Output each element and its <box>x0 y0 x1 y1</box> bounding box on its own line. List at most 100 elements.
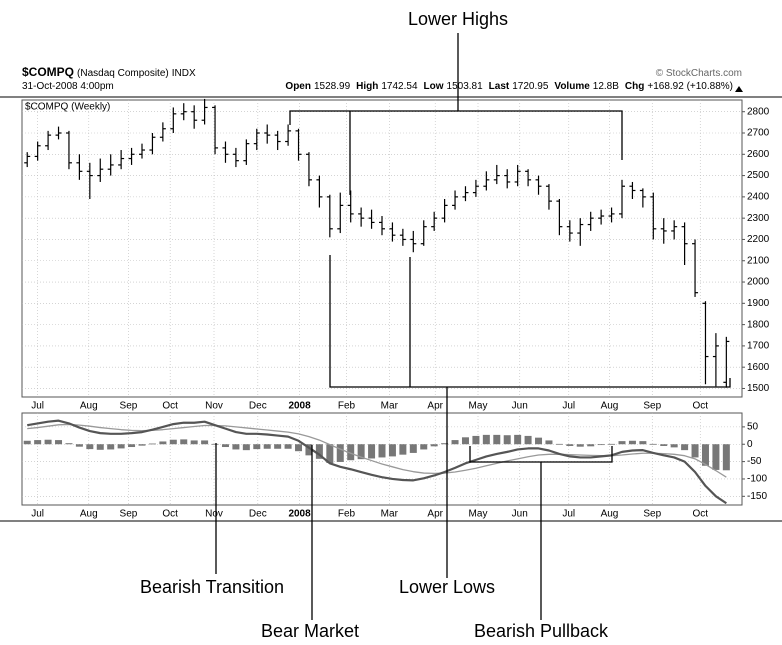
y-tick-label: 2200 <box>747 234 770 245</box>
x-tick-label: Sep <box>643 509 661 520</box>
histogram-bar <box>660 444 668 446</box>
histogram-bar <box>681 444 689 451</box>
y-tick-label: 2700 <box>747 128 770 139</box>
x-tick-label: Dec <box>249 509 267 520</box>
histogram-bar <box>701 444 709 466</box>
y-tick-label: 50 <box>747 422 759 433</box>
stat-value: 1742.54 <box>381 81 418 92</box>
histogram-bar <box>649 443 657 445</box>
histogram-bar <box>420 444 428 450</box>
histogram-bar <box>399 444 407 455</box>
x-tick-label: Apr <box>427 509 443 520</box>
histogram-bar <box>628 440 636 445</box>
histogram-bar <box>555 443 563 445</box>
y-tick-label: 2600 <box>747 149 770 160</box>
histogram-bar <box>34 440 42 445</box>
stat-label: High <box>356 81 378 92</box>
histogram-bar <box>96 444 104 450</box>
y-tick-label: 2500 <box>747 170 770 181</box>
histogram-bar <box>75 444 83 447</box>
x-tick-label: Aug <box>601 401 619 412</box>
histogram-bar <box>597 444 605 446</box>
stat-value: 1503.81 <box>447 81 484 92</box>
stats: Open 1528.99 High 1742.54 Low 1503.81 Last 1720… <box>285 81 733 92</box>
histogram-bar <box>670 444 678 448</box>
histogram-bar <box>315 444 323 459</box>
histogram-bar <box>587 444 595 447</box>
y-tick-label: 1800 <box>747 319 770 330</box>
histogram-bar <box>566 444 574 446</box>
x-tick-label: Feb <box>338 509 356 520</box>
x-tick-label: Oct <box>162 401 178 412</box>
stat-label: Low <box>424 81 444 92</box>
histogram-bar <box>44 439 52 445</box>
histogram-bar <box>274 444 282 449</box>
histogram-bar <box>190 440 198 445</box>
stat-label: Last <box>489 81 510 92</box>
x-tick-label: Jun <box>512 509 528 520</box>
histogram-bar <box>138 444 146 446</box>
histogram-bar <box>128 444 136 448</box>
histogram-bar <box>514 434 522 445</box>
price-panel <box>21 99 743 398</box>
x-tick-label: May <box>469 509 488 520</box>
histogram-bar <box>430 444 438 447</box>
stat-value: 1720.95 <box>512 81 549 92</box>
histogram-bar <box>242 444 250 451</box>
histogram-bar <box>65 443 73 445</box>
histogram-bar <box>221 444 229 448</box>
x-tick-label: 2008 <box>288 509 311 520</box>
macd-panel <box>21 412 743 506</box>
histogram-bar <box>503 435 511 445</box>
histogram-bar <box>722 444 730 471</box>
annotation: Lower Lows <box>399 577 495 597</box>
index-name: (Nasdaq Composite) <box>77 68 169 79</box>
up-arrow <box>735 86 743 92</box>
x-tick-label: Aug <box>601 509 619 520</box>
source: © StockCharts.com <box>656 68 742 79</box>
x-tick-label: Oct <box>692 509 708 520</box>
stat-label: Volume <box>554 81 590 92</box>
histogram-bar <box>409 444 417 453</box>
x-tick-label: Sep <box>643 401 661 412</box>
y-tick-label: 2000 <box>747 277 770 288</box>
histogram-bar <box>461 437 469 445</box>
x-tick-label: Mar <box>381 509 399 520</box>
y-tick-label: 0 <box>747 439 753 450</box>
y-tick-label: 1700 <box>747 341 770 352</box>
lower-highs-callout <box>289 33 623 195</box>
histogram-bar <box>284 444 292 449</box>
histogram-bar <box>263 444 271 449</box>
y-tick-label: 2300 <box>747 213 770 224</box>
y-tick-label: -100 <box>747 474 767 485</box>
histogram-bar <box>148 443 156 445</box>
histogram-bar <box>169 439 177 445</box>
histogram-bar <box>295 444 303 452</box>
stat-value: 12.8B <box>593 81 619 92</box>
y-tick-label: 2800 <box>747 106 770 117</box>
histogram-bar <box>86 444 94 450</box>
histogram-bar <box>107 444 115 450</box>
y-tick-label: 1500 <box>747 383 770 394</box>
histogram-bar <box>712 444 720 470</box>
x-tick-label: Dec <box>249 401 267 412</box>
histogram-bar <box>23 440 31 445</box>
histogram-bar <box>639 441 647 445</box>
histogram-bar <box>336 444 344 462</box>
x-tick-label: May <box>469 401 488 412</box>
histogram-bar <box>201 440 209 445</box>
histogram-bar <box>472 435 480 445</box>
x-tick-label: Jul <box>31 509 44 520</box>
histogram-bar <box>55 440 63 445</box>
y-tick-label: -50 <box>747 456 762 467</box>
histogram-bar <box>545 440 553 445</box>
histogram-bar <box>618 441 626 445</box>
macd-line <box>27 419 727 505</box>
histogram-bar <box>211 443 219 445</box>
annotation: Lower Highs <box>408 9 508 29</box>
histogram-bar <box>232 444 240 450</box>
x-tick-label: Oct <box>692 401 708 412</box>
y-tick-label: 1900 <box>747 298 770 309</box>
